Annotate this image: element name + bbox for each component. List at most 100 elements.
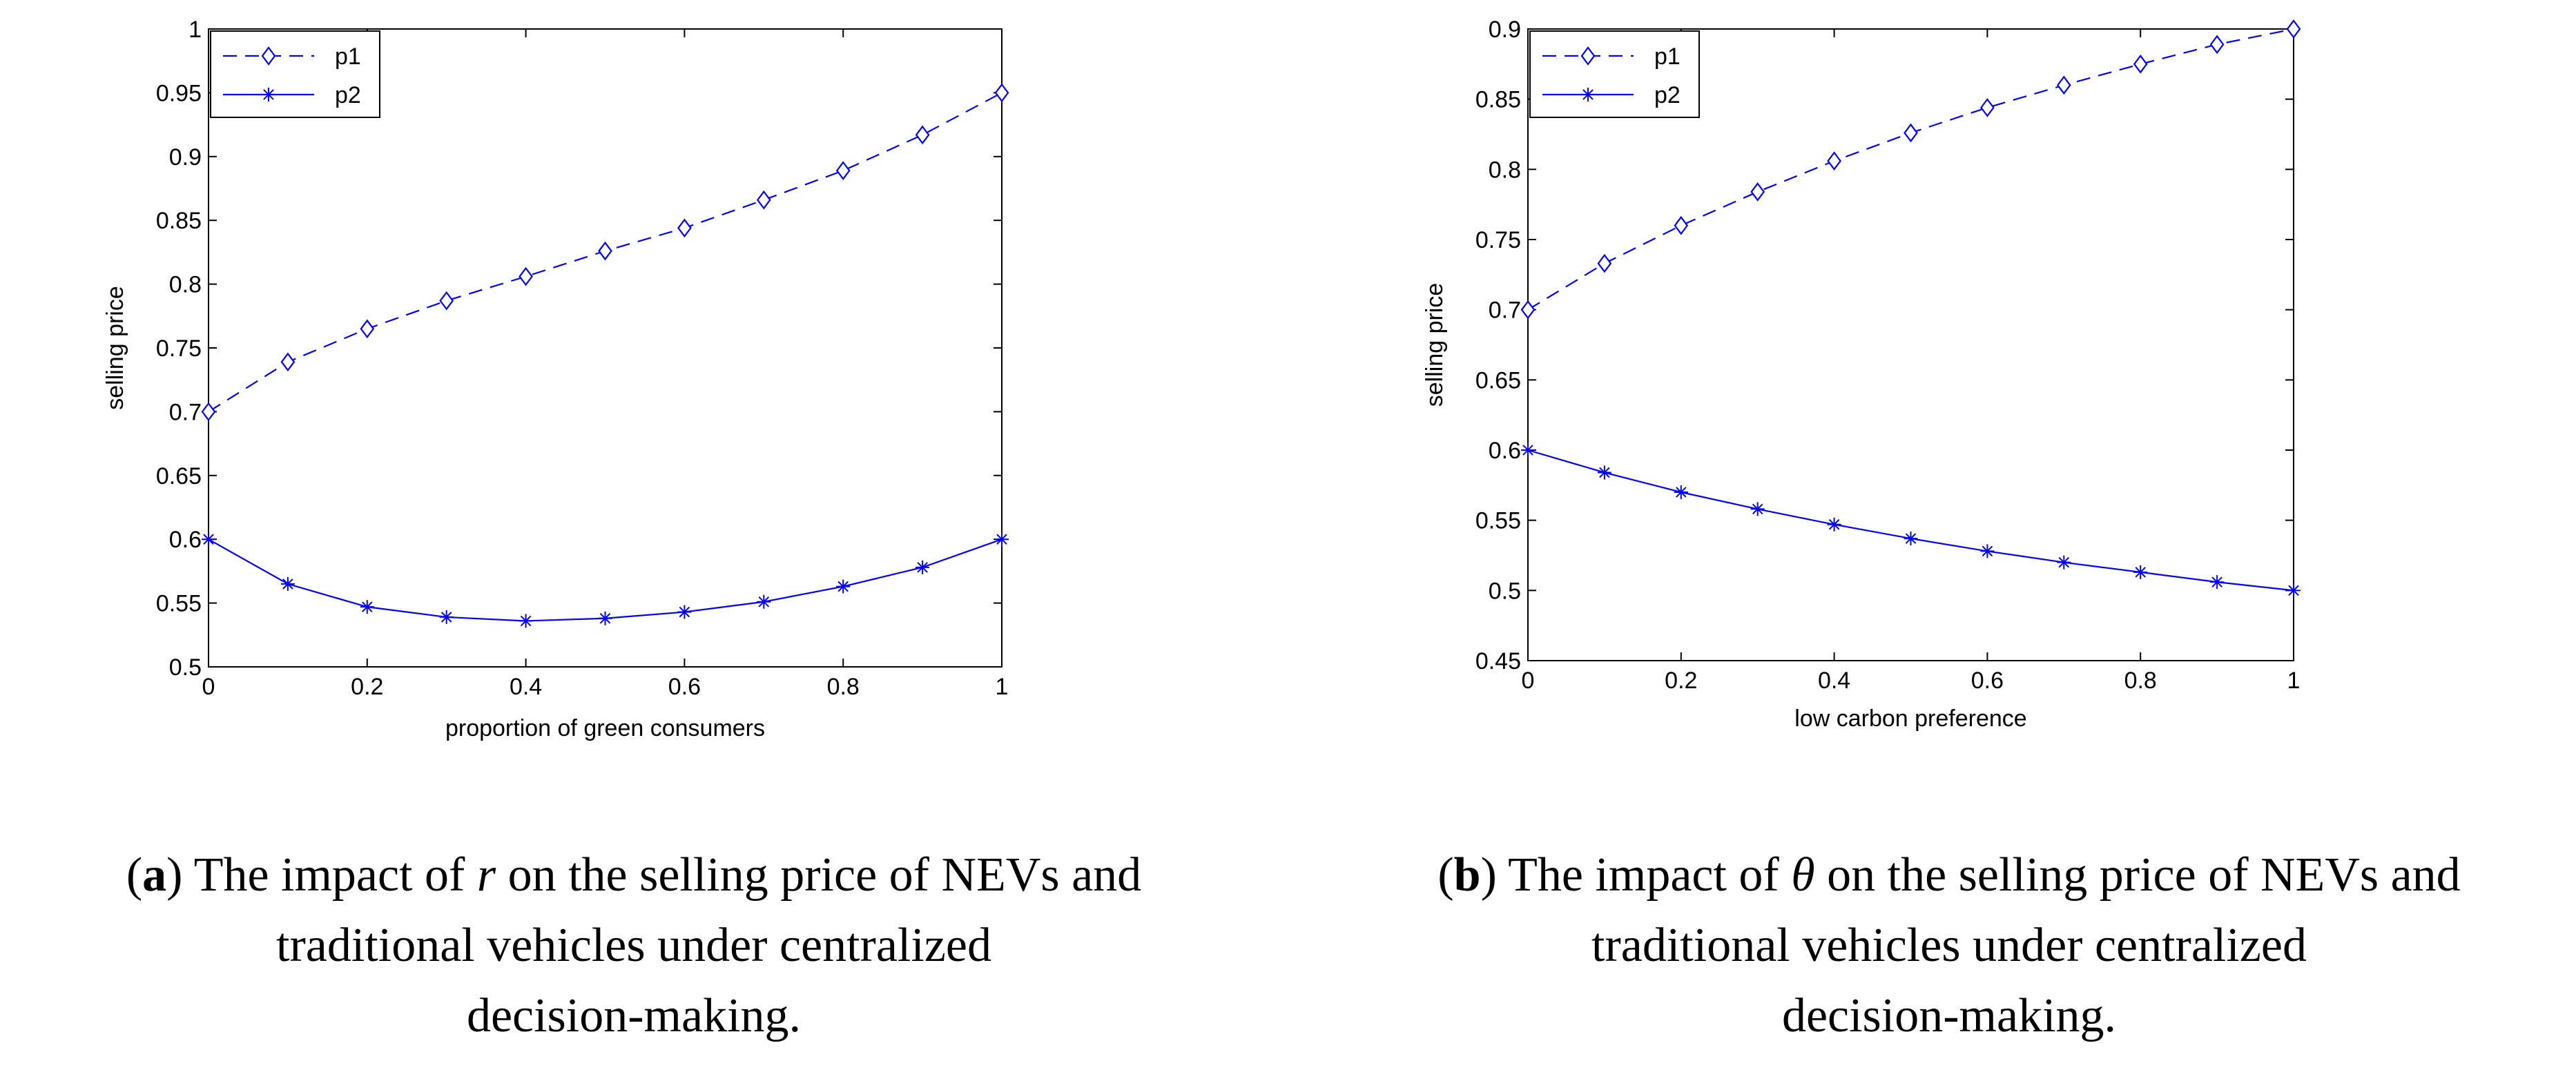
data-point-p2 [360,600,374,614]
caption-span: r [477,848,496,902]
marker-stroke [2058,556,2070,568]
caption-span: on the selling price of NEVs and [1815,848,2461,902]
data-point-p2 [1980,544,1995,558]
marker-stroke [2135,567,2146,578]
series-p2 [1521,443,2301,598]
legend-marker-p1 [261,46,276,66]
marker-stroke [1522,445,1533,456]
y-tick-label: 0.55 [1475,508,1521,534]
data-point-p2 [2057,555,2071,570]
x-tick-label: 0.4 [1818,668,1850,694]
caption-span: θ [1791,848,1814,902]
x-axis-label: low carbon preference [1794,706,2026,732]
y-tick-label: 0.8 [1489,157,1521,183]
legend-label-p2: p2 [1654,82,1681,108]
marker-stroke [1982,545,1993,557]
plot-area-frame [1527,28,2294,661]
data-point-p1 [1674,215,1689,235]
y-tick-label: 0.85 [156,208,202,234]
marker-stroke [440,612,452,623]
y-tick-label: 0.65 [156,463,202,489]
series-line-p2 [208,538,1003,622]
y-tick-label: 0.7 [1489,298,1521,324]
marker-stroke [203,534,214,545]
data-point-p1 [835,161,851,180]
data-point-p2 [519,614,533,628]
y-tick-label: 0.5 [1489,578,1521,604]
x-tick-label: 1 [2287,668,2301,694]
legend-marker-p2 [1581,88,1595,101]
marker-stroke [679,606,690,618]
legend-label-p2: p2 [335,82,361,108]
caption-line: decision-making. [467,989,801,1042]
data-point-p1 [1980,98,1995,117]
data-point-p2 [2133,565,2148,579]
series-p1 [201,83,1009,422]
y-tick-label: 0.5 [169,654,202,681]
caption-span: b [1454,848,1481,902]
data-point-p2 [2210,575,2225,590]
marker-stroke [996,534,1007,545]
data-point-p1 [677,218,692,238]
x-tick-label: 0 [202,674,215,700]
plot-area-frame [208,28,1003,668]
x-tick-label: 0.4 [510,674,542,700]
data-point-p1 [2209,35,2225,55]
data-point-p2 [280,576,295,591]
marker-stroke [599,612,611,624]
data-point-p2 [1827,517,1841,532]
data-point-p2 [1597,465,1611,480]
marker-stroke [263,89,274,100]
x-tick-label: 1 [996,674,1009,700]
data-point-p1 [994,83,1009,103]
data-point-p2 [598,611,612,625]
marker-stroke [1905,533,1917,544]
marker-stroke [1582,89,1594,100]
y-tick-label: 0.65 [1475,367,1521,393]
data-point-p2 [202,532,215,547]
y-tick-label: 0.75 [156,335,202,362]
legend-box [1529,30,1700,118]
y-tick-label: 0.75 [1475,227,1521,253]
y-tick-label: 0.6 [169,527,202,553]
legend-marker-p2 [262,88,275,101]
data-point-p1 [2133,55,2148,74]
y-axis-label: selling price [1422,283,1448,407]
data-point-p1 [2286,19,2301,39]
marker-stroke [1599,467,1610,478]
data-point-p2 [2287,583,2301,598]
caption-line: (b) The impact of θ on the selling price… [1437,848,2460,902]
x-tick-label: 0.8 [827,674,860,700]
data-point-p1 [1827,151,1841,171]
data-point-p1 [1597,253,1612,273]
chart-panel-a: 0 0.2 0.4 0.6 0.8 1 0.5 0.55 0.6 0.65 0.7 0.75 0.8 0.… [102,17,1141,1042]
data-point-p1 [1520,300,1536,320]
data-point-p2 [1904,532,1918,546]
caption-span: ) The impact of [1481,848,1792,902]
marker-stroke [2288,585,2299,596]
data-point-p2 [439,610,454,624]
x-tick-label: 0.6 [668,674,701,700]
marker-stroke [520,615,532,627]
data-point-p2 [677,605,692,619]
y-tick-label: 1 [188,17,202,43]
caption-span: traditional vehicles under centralized [1591,919,2307,972]
y-tick-label: 0.7 [169,399,202,425]
legend-label-p1: p1 [1654,43,1681,70]
x-tick-label: 0.2 [1665,668,1697,694]
data-point-p1 [201,402,216,422]
caption-line: decision-making. [1782,989,2116,1042]
legend-label-p1: p1 [335,43,361,70]
data-point-p1 [1904,123,1918,143]
marker-stroke [1752,503,1763,515]
marker-stroke [837,581,849,592]
caption-span: on the selling price of NEVs and [496,848,1141,902]
y-tick-label: 0.55 [156,591,202,617]
caption-span: a [142,848,166,902]
y-axis-label: selling price [102,286,128,410]
marker-stroke [1676,487,1687,498]
data-point-p1 [1750,182,1765,202]
data-point-p2 [916,560,930,574]
